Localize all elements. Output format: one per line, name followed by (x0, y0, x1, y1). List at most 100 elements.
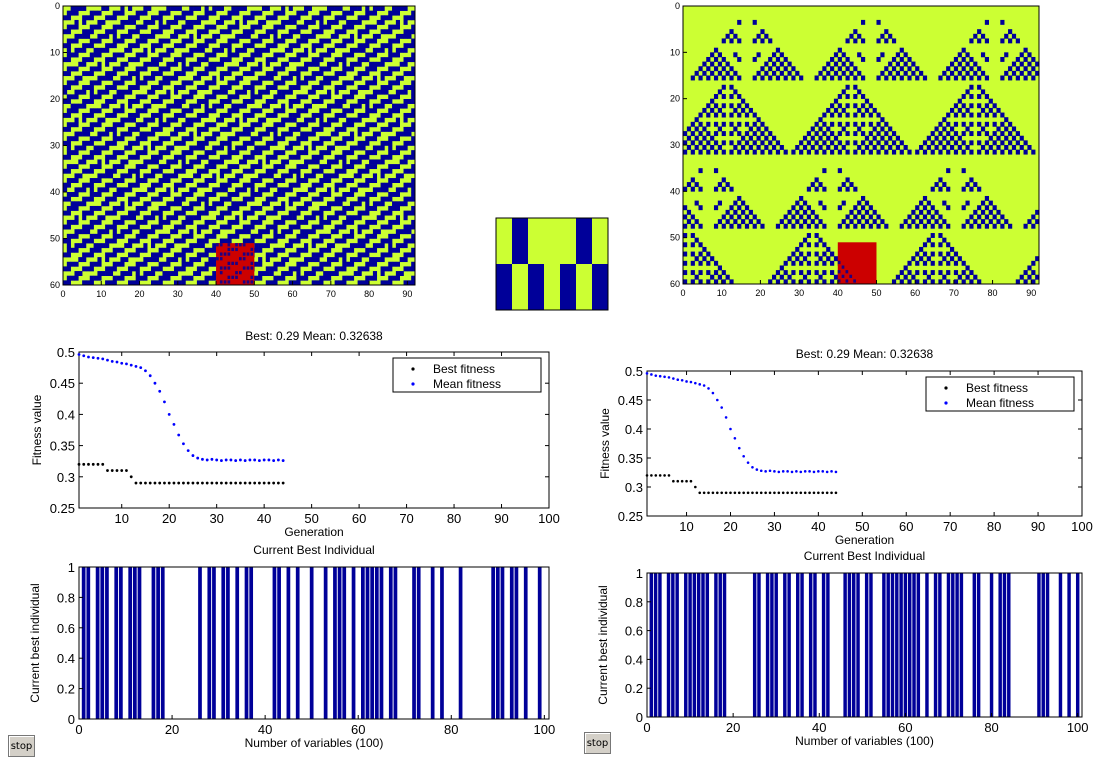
ca-left-cell (327, 247, 332, 253)
ca-right-cell (690, 75, 695, 81)
ca-left-cell (143, 19, 148, 25)
ca-right-cell (965, 182, 970, 187)
ca-right-cell (706, 56, 711, 62)
ca-left-cell (300, 10, 305, 16)
ca-left-cell (63, 99, 68, 104)
ca-left-cell (196, 103, 202, 109)
ca-left-cell (135, 271, 140, 276)
ca-left-cell (265, 15, 270, 21)
ca-right-cell (822, 168, 827, 174)
ca-left-cell (120, 205, 125, 211)
ca-right-cell (683, 233, 688, 238)
ca-right-cell (849, 33, 854, 39)
ca-left-cell (166, 75, 171, 81)
ca-left-cell (66, 275, 71, 281)
ca-left-cell (342, 57, 347, 63)
ca-right-cell (744, 223, 750, 229)
ca-left-cell (227, 38, 232, 44)
ca-left-cell (388, 112, 393, 118)
fitness-right-mean-point (663, 375, 666, 379)
ca-right-cell (973, 274, 978, 280)
ca-right-cell (694, 135, 699, 141)
ca-left-cell (380, 85, 385, 90)
ca-right-cell (1011, 33, 1017, 39)
ca-left-cell (323, 10, 328, 16)
ca-left-cell (158, 238, 163, 244)
ca-left-cell (388, 94, 393, 100)
ca-left-cell (403, 201, 408, 207)
ca-right-cell (861, 121, 866, 127)
ca-left-cell (315, 85, 320, 90)
ca-left-cell (128, 19, 133, 25)
ca-left-cell (158, 29, 163, 35)
ca-left-cell (66, 182, 71, 188)
ca-right-cell (713, 112, 719, 118)
ca-right-xtick-label: 10 (717, 288, 727, 298)
ca-right-cell (737, 38, 742, 44)
ca-left-cell (151, 182, 156, 188)
ca-left-cell (116, 66, 121, 72)
ca-left-cell (246, 15, 251, 21)
ca-left-cell (265, 271, 270, 276)
ca-left-cell (108, 271, 114, 276)
ca-left-cell (327, 173, 332, 179)
ca-left-cell (101, 89, 106, 95)
ca-right-cell (698, 186, 703, 192)
best-right-bar (666, 573, 671, 717)
ca-left-cell (173, 103, 179, 109)
ca-left-cell (135, 71, 140, 77)
ca-left-cell (334, 159, 339, 165)
ca-left-cell (227, 182, 232, 188)
ca-left-cell (74, 136, 79, 142)
ca-left-cell (380, 140, 385, 146)
ca-left-cell (227, 43, 232, 49)
fitness-right-best-point (795, 491, 798, 495)
fitness-left-mean-point (243, 459, 247, 462)
ca-left-cell (327, 261, 332, 267)
ca-left-cell (166, 192, 171, 197)
ca-left-cell (273, 52, 278, 58)
ca-right-cell (876, 19, 881, 25)
ca-right-cell (837, 223, 842, 229)
fitness-left-xlabel: Generation (284, 525, 343, 539)
ca-left-cell (250, 196, 255, 202)
ca-right-cell (1027, 219, 1032, 225)
ca-right-cell (938, 131, 943, 137)
ca-left-cell (216, 47, 221, 53)
ca-left-cell (63, 15, 68, 21)
ca-left-cell (223, 168, 228, 174)
ca-left-cell (166, 187, 171, 193)
ca-left-cell (128, 85, 133, 90)
stop-button-left[interactable]: stop (8, 735, 35, 757)
ca-right-cell (841, 70, 846, 76)
ca-left-cell (116, 52, 121, 58)
ca-left-cell (342, 154, 347, 160)
ca-left-cell (128, 187, 133, 193)
ca-left-cell (227, 145, 232, 151)
ca-left-cell (239, 187, 244, 193)
ca-left-cell (376, 117, 381, 123)
ca-left-cell (85, 112, 91, 118)
ca-left-cell (399, 47, 404, 53)
stop-button-right[interactable]: stop (584, 732, 611, 754)
ca-left-cell (338, 154, 343, 160)
ca-left-cell (388, 150, 393, 156)
ca-right-cell (953, 103, 959, 109)
ca-left-cell (395, 80, 400, 86)
ca-right-cell (1023, 47, 1028, 53)
ca-left-cell (323, 173, 328, 179)
ca-left-cell (372, 89, 378, 95)
ca-left-cell (193, 89, 198, 95)
ca-right-cell (690, 279, 695, 285)
ca-left-cell (261, 19, 267, 25)
ca-left-cell (181, 61, 186, 67)
ca-right-cell (833, 135, 839, 141)
ca-left-cell (185, 94, 190, 100)
ca-left-cell (342, 210, 347, 216)
ca-left-cell (177, 140, 182, 146)
ca-right-cell (713, 168, 719, 174)
ca-left-cell (219, 6, 224, 11)
ca-left-xtick-label: 40 (211, 289, 221, 299)
ca-left-cell (342, 247, 347, 253)
ca-left-cell (74, 75, 79, 81)
